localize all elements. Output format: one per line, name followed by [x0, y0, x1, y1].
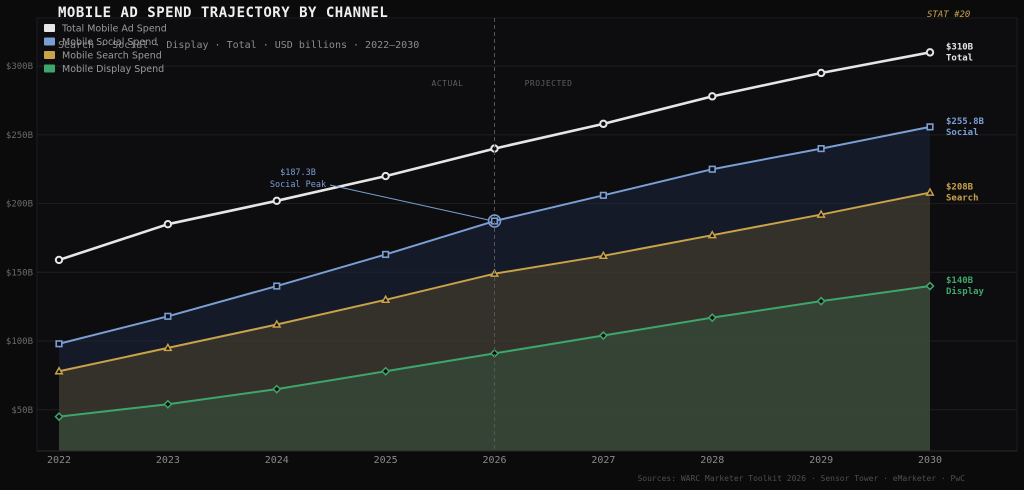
end-value-display: $140B [946, 276, 974, 286]
x-tick-label: 2025 [374, 455, 398, 466]
end-name-social: Social [946, 127, 979, 138]
end-name-search: Search [946, 194, 979, 204]
stat-label: STAT #20 [927, 10, 970, 20]
axes: $50B $100B $150B $200B $250B $300B 2022 2023 202… [6, 18, 1017, 466]
x-tick-label: 2026 [482, 455, 506, 466]
marker-social [817, 144, 825, 153]
x-tick-label: 2022 [47, 455, 71, 466]
end-value-search: $208B [946, 183, 974, 193]
marker-display [816, 296, 826, 306]
marker-social [273, 282, 281, 290]
marker-total [272, 196, 281, 206]
area-social [59, 126, 930, 452]
projected-label: PROJECTED [525, 79, 573, 88]
actual-label: ACTUAL [432, 79, 464, 88]
end-name-display: Display [946, 286, 985, 297]
y-tick-label: $300B [6, 62, 33, 72]
marker-social [55, 340, 63, 348]
legend-swatch-search [44, 51, 55, 59]
legend: Total Mobile Ad Spend Mobile Social Spend… [44, 24, 167, 75]
x-tick-label: 2029 [809, 455, 833, 466]
marker-social [926, 123, 934, 131]
marker-social [164, 312, 172, 320]
marker-search [381, 294, 391, 304]
x-tick-label: 2024 [265, 455, 289, 466]
marker-search [272, 319, 282, 328]
annotation-ring [487, 214, 502, 228]
marker-total [816, 68, 826, 78]
marker-total [708, 92, 717, 101]
legend-swatch-total [44, 24, 55, 32]
marker-display [598, 330, 608, 341]
marker-social [708, 165, 716, 173]
chart-subtitle: Search · Social · Display · Total · USD … [58, 40, 419, 51]
marker-total [381, 171, 390, 181]
end-value-social: $255.8B [946, 117, 985, 127]
marker-search [54, 366, 64, 375]
marker-display [381, 366, 391, 376]
marker-display [925, 281, 935, 291]
legend-entry-social: Mobile Social Spend [62, 37, 157, 48]
marker-total [54, 255, 64, 265]
y-tick-label: $200B [6, 200, 33, 210]
x-tick-label: 2027 [591, 455, 615, 466]
marker-display [707, 313, 717, 323]
marker-search [163, 342, 173, 352]
marker-search [816, 209, 826, 218]
legend-swatch-social [44, 37, 55, 46]
legend-swatch-display [44, 64, 55, 73]
marker-display [272, 384, 282, 394]
source-note: Sources: WARC Marketer Toolkit 2026 · Se… [637, 474, 965, 483]
series-markers [54, 48, 935, 422]
marker-search [707, 230, 717, 239]
marker-display [163, 399, 173, 409]
x-tick-label: 2030 [918, 455, 942, 466]
annotation-leader [329, 184, 489, 221]
annotation-value: $187.3B [280, 168, 316, 178]
marker-display [54, 412, 64, 422]
marker-total [925, 48, 935, 57]
annotation: $187.3B Social Peak [270, 168, 502, 228]
y-tick-label: $50B [11, 406, 33, 416]
y-tick-label: $250B [6, 131, 33, 141]
legend-entry-display: Mobile Display Spend [62, 64, 164, 75]
marker-search [925, 187, 935, 196]
marker-total [163, 219, 173, 229]
marker-total [599, 119, 608, 129]
marker-social [382, 250, 390, 259]
x-tick-label: 2028 [700, 455, 724, 466]
annotation-text: Social Peak [270, 180, 326, 190]
y-tick-label: $100B [6, 337, 33, 347]
x-tick-label: 2023 [156, 455, 180, 466]
legend-entry-search: Mobile Search Spend [62, 51, 162, 62]
chart-title: MOBILE AD SPEND TRAJECTORY BY CHANNEL [58, 5, 388, 21]
marker-search [598, 250, 608, 260]
end-value-total: $310B [946, 42, 974, 52]
y-tick-label: $150B [6, 268, 33, 278]
end-name-total: Total [946, 53, 973, 63]
marker-social [599, 191, 607, 199]
legend-entry-total: Total Mobile Ad Spend [61, 24, 167, 35]
